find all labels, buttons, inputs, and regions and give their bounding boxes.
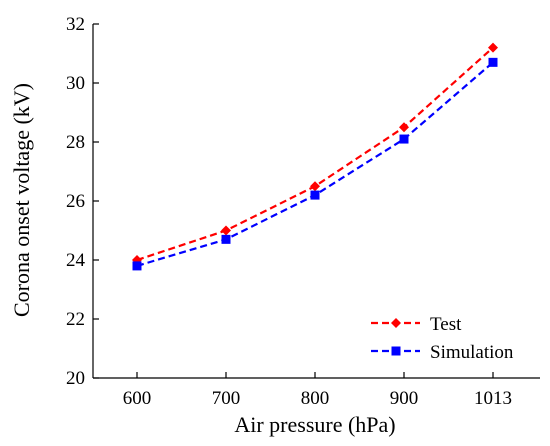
legend-label: Test [430, 314, 462, 335]
x-tick-label: 700 [212, 388, 241, 409]
y-tick-label: 22 [66, 309, 85, 330]
data-point [399, 134, 409, 144]
data-point [221, 234, 231, 244]
data-point [221, 225, 231, 236]
y-tick-label: 20 [66, 368, 85, 389]
series-test [132, 42, 498, 265]
data-point [488, 42, 498, 53]
y-tick-label: 28 [66, 132, 85, 153]
x-tick-label: 1013 [474, 388, 512, 409]
x-tick-label: 800 [301, 388, 330, 409]
series-line [136, 61, 494, 267]
y-tick-label: 30 [66, 73, 85, 94]
data-point [132, 261, 142, 271]
legend-label: Simulation [430, 342, 514, 363]
x-tick-label: 600 [123, 388, 152, 409]
y-tick-label: 24 [66, 250, 86, 271]
legend-marker [391, 346, 401, 356]
series-simulation [132, 57, 498, 271]
series-line [136, 46, 494, 262]
legend-item: Test [371, 314, 462, 335]
legend: Test Simulation [371, 314, 514, 363]
y-axis-title: Corona onset voltage (kV) [9, 83, 34, 317]
axes: 20 22 24 26 28 30 32 600 700 800 900 1013 [66, 14, 540, 409]
legend-marker [391, 318, 401, 328]
data-point [488, 57, 498, 67]
legend-item: Simulation [371, 342, 514, 363]
x-axis-title: Air pressure (hPa) [234, 412, 395, 437]
y-tick-label: 26 [66, 191, 85, 212]
data-point [399, 122, 409, 133]
data-point [310, 190, 320, 200]
y-tick-label: 32 [66, 14, 85, 35]
series-layer [132, 42, 498, 271]
x-tick-label: 900 [390, 388, 419, 409]
data-point [310, 181, 320, 192]
